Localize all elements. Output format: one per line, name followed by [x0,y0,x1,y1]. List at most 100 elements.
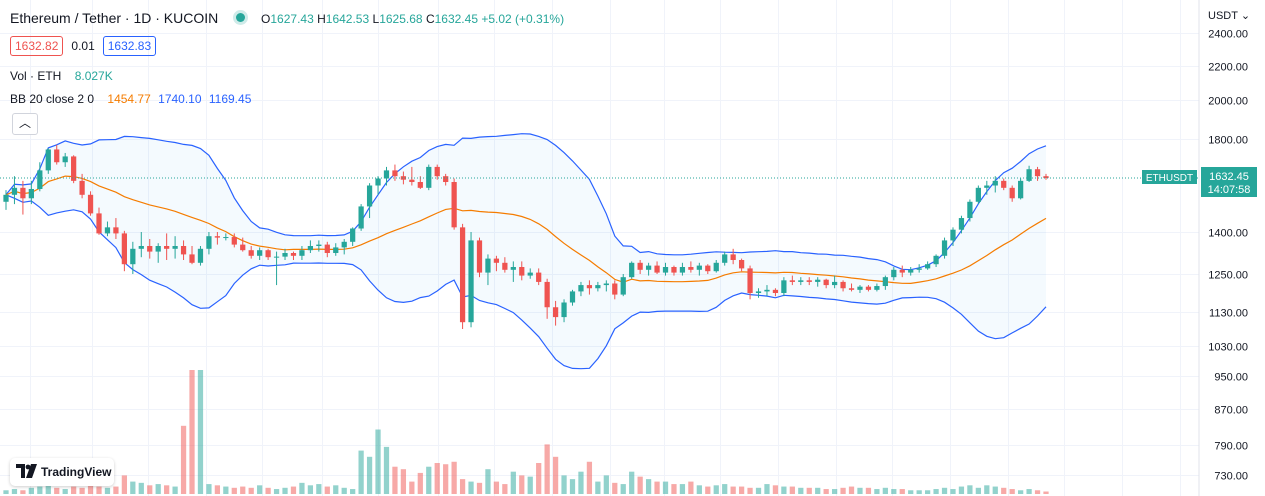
candle-body [747,268,753,293]
price-axis[interactable]: 2400.00 2200.00 2000.00 1800.00 1400.00 1250.… [1198,0,1248,496]
volume-bar [282,487,288,494]
candle-body [324,244,330,253]
volume-bar [392,466,398,494]
volume-bar [138,482,144,494]
volume-bar [874,489,880,494]
volume-bar [248,487,254,494]
candle-body [409,179,415,183]
volume-bar [916,490,922,494]
volume-bar [113,486,119,494]
volume-legend[interactable]: Vol · ETH 8.027K [10,69,113,83]
candle-body [519,267,525,276]
candle-body [595,285,601,289]
currency-selector[interactable]: USDT ⌄ [1208,9,1250,22]
volume-bar [434,463,440,494]
open-label: O [261,12,271,26]
bb-legend[interactable]: BB 20 close 2 0 1454.77 1740.10 1169.45 [10,92,251,106]
candle-body [586,285,593,289]
volume-bar [273,489,280,494]
sell-button[interactable]: 1632.82 [10,36,64,56]
candle-body [848,288,855,290]
countdown-tag: 14:07:58 [1208,184,1251,196]
candle-body [1026,169,1032,181]
volume-bar [899,489,905,494]
ohlc-values: O1627.43 H1642.53 L1625.68 C1632.45 +5.0… [261,12,564,26]
volume-bar [840,487,846,494]
volume-bar [409,481,415,494]
price-axis-label: 2200.00 [1208,62,1248,74]
volume-bar [908,490,914,494]
high-label: H [317,12,326,26]
candle-body [147,246,153,252]
volume-bar [831,489,838,494]
volume-bar [104,487,111,494]
volume-bar [586,461,593,494]
volume-bar [400,469,407,494]
collapse-legend-button[interactable]: ︿ [12,113,38,135]
volume-bar [468,481,474,494]
volume-bar [324,486,330,494]
candle-body [392,170,398,177]
candle-body [113,227,119,234]
bb-upper-value: 1740.10 [158,92,202,106]
volume-bar [299,482,305,494]
candle-body [383,170,390,179]
candle-body [240,244,246,251]
candle-body [434,166,440,177]
volume-bar [857,487,863,494]
volume-bar [485,469,491,494]
candle-body [366,185,373,207]
volume-bar [865,487,872,494]
candle-body [273,256,280,258]
candle-body [180,246,187,255]
volume-bar [257,485,263,494]
candle-body [138,246,144,249]
candle-body [679,267,686,273]
price-axis-label: 2000.00 [1208,96,1248,108]
buy-button[interactable]: 1632.83 [102,36,157,56]
volume-bar [569,479,576,494]
candle-body [20,187,26,199]
candle-body [772,289,779,293]
candle-body [662,267,669,273]
high-value: 1642.53 [325,12,370,26]
volume-bar [1034,490,1041,494]
candle-body [569,291,576,303]
last-price-tag-bg [1201,167,1257,197]
tradingview-logo[interactable]: TradingView [10,458,114,486]
candle-body [485,258,491,273]
candle-body [502,262,508,270]
chevron-up-icon: ︿ [18,116,31,130]
volume-legend-value: 8.027K [74,69,113,83]
price-axis-label: 2400.00 [1208,29,1248,41]
volume-bar [950,489,956,494]
candle-body [28,188,34,199]
candle-body [11,187,18,195]
volume-bar [519,475,525,494]
volume-bar [671,484,677,494]
candle-body [104,227,111,234]
candle-body [214,236,221,238]
candle-body [908,269,914,273]
candle-body [536,272,542,282]
volume-bar [578,471,584,494]
volume-bar [696,485,702,494]
candle-body [781,280,787,293]
candle-body [815,279,821,282]
candle-body [400,176,407,180]
candle-body [637,262,643,270]
volume-bar [637,476,643,494]
symbol-title[interactable]: Ethereum / Tether · 1D · KUCOIN [10,10,219,26]
candle-body [882,277,888,287]
candle-body [341,241,347,248]
candle-body [645,265,652,270]
volume-bar [189,370,195,494]
volume-bar [1009,489,1015,494]
candle-body [764,289,770,292]
volume-bar [933,489,939,494]
candle-body [874,286,880,290]
currency-label: USDT [1208,10,1238,22]
volume-bar [3,490,9,494]
candle-body [925,264,931,269]
